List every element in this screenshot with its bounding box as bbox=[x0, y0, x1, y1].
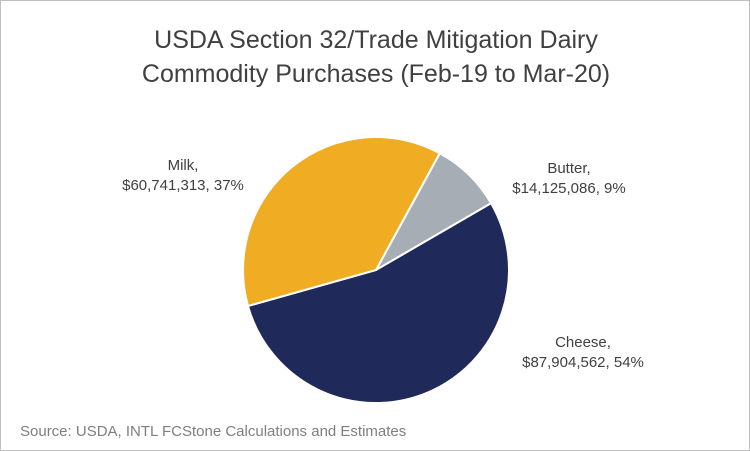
source-note: Source: USDA, INTL FCStone Calculations … bbox=[20, 423, 407, 440]
pie-slice-cheese bbox=[246, 201, 510, 404]
data-label-milk: Milk, $60,741,313, 37% bbox=[98, 156, 268, 196]
data-label-butter-name: Butter, bbox=[547, 160, 591, 177]
data-label-butter: Butter, $14,125,086, 9% bbox=[479, 159, 659, 199]
chart-title-line-2: Commodity Purchases (Feb-19 to Mar-20) bbox=[141, 60, 611, 88]
chart-title: USDA Section 32/Trade Mitigation Dairy C… bbox=[1, 23, 750, 91]
data-label-butter-detail: $14,125,086, 9% bbox=[512, 180, 626, 197]
pie-slice-milk bbox=[242, 136, 442, 308]
data-label-milk-detail: $60,741,313, 37% bbox=[122, 177, 244, 194]
data-label-cheese: Cheese, $87,904,562, 54% bbox=[493, 333, 673, 373]
data-label-cheese-detail: $87,904,562, 54% bbox=[522, 354, 644, 371]
data-label-cheese-name: Cheese, bbox=[555, 334, 611, 351]
data-label-milk-name: Milk, bbox=[167, 157, 199, 174]
chart-title-line-1: USDA Section 32/Trade Mitigation Dairy bbox=[154, 26, 598, 54]
